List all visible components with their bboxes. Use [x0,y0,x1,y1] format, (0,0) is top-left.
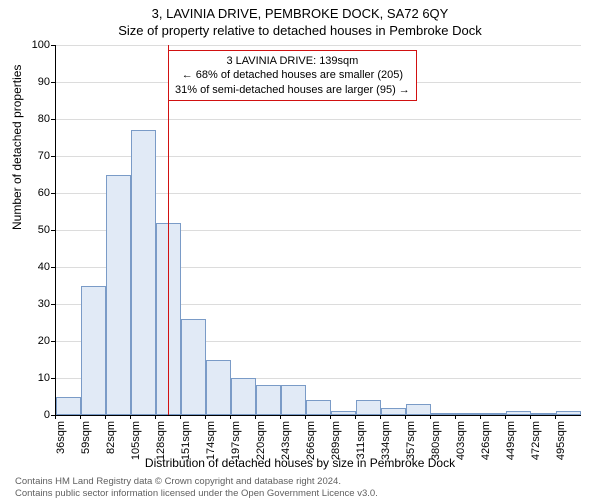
xtick-mark [155,415,156,419]
histogram-bar [131,130,156,415]
xtick-mark [205,415,206,419]
ytick-label: 0 [10,409,50,421]
xtick-label: 82sqm [105,421,117,461]
ytick-mark [51,230,55,231]
histogram-bar [431,413,456,415]
histogram-bar [556,411,581,415]
xtick-label: 266sqm [305,421,317,461]
xtick-mark [80,415,81,419]
xtick-mark [305,415,306,419]
ytick-mark [51,341,55,342]
xtick-label: 59sqm [80,421,92,461]
xtick-label: 495sqm [555,421,567,461]
histogram-bar [306,400,331,415]
ytick-label: 100 [10,39,50,51]
ytick-label: 80 [10,113,50,125]
xtick-mark [230,415,231,419]
xtick-label: 220sqm [255,421,267,461]
info-line: ← 68% of detached houses are smaller (20… [175,68,410,82]
ytick-mark [51,82,55,83]
xtick-mark [530,415,531,419]
ytick-mark [51,119,55,120]
xtick-mark [180,415,181,419]
chart-title-sub: Size of property relative to detached ho… [0,23,600,38]
xtick-label: 197sqm [230,421,242,461]
marker-info-box: 3 LAVINIA DRIVE: 139sqm← 68% of detached… [168,50,417,101]
histogram-bar [456,413,481,415]
xtick-label: 403sqm [455,421,467,461]
xtick-label: 105sqm [130,421,142,461]
info-line: 31% of semi-detached houses are larger (… [175,83,410,97]
ytick-label: 10 [10,372,50,384]
xtick-mark [480,415,481,419]
ytick-mark [51,378,55,379]
ytick-label: 30 [10,298,50,310]
ytick-mark [51,267,55,268]
chart-title-main: 3, LAVINIA DRIVE, PEMBROKE DOCK, SA72 6Q… [0,6,600,21]
histogram-bar [231,378,256,415]
ytick-mark [51,193,55,194]
ytick-label: 20 [10,335,50,347]
xtick-label: 472sqm [530,421,542,461]
xtick-mark [380,415,381,419]
xtick-label: 357sqm [405,421,417,461]
histogram-bar [206,360,231,416]
ytick-label: 70 [10,150,50,162]
xtick-mark [255,415,256,419]
histogram-bar [406,404,431,415]
xtick-mark [455,415,456,419]
histogram-bar [331,411,356,415]
xtick-mark [105,415,106,419]
y-axis-label: Number of detached properties [10,65,24,230]
xtick-label: 334sqm [380,421,392,461]
xtick-mark [280,415,281,419]
histogram-bar [56,397,81,416]
ytick-mark [51,156,55,157]
histogram-bar [531,413,556,415]
xtick-mark [355,415,356,419]
info-line: 3 LAVINIA DRIVE: 139sqm [175,54,410,68]
histogram-bar [81,286,106,416]
ytick-mark [51,45,55,46]
histogram-bar [256,385,281,415]
ytick-label: 60 [10,187,50,199]
xtick-mark [55,415,56,419]
xtick-label: 151sqm [180,421,192,461]
histogram-bar [106,175,131,416]
gridline [56,45,581,46]
ytick-label: 90 [10,76,50,88]
xtick-label: 243sqm [280,421,292,461]
ytick-label: 50 [10,224,50,236]
xtick-label: 311sqm [355,421,367,461]
histogram-bar [356,400,381,415]
histogram-bar [281,385,306,415]
xtick-label: 426sqm [480,421,492,461]
histogram-bar [181,319,206,415]
xtick-label: 289sqm [330,421,342,461]
xtick-label: 128sqm [155,421,167,461]
histogram-bar [481,413,506,415]
xtick-mark [505,415,506,419]
xtick-mark [430,415,431,419]
xtick-label: 174sqm [205,421,217,461]
xtick-mark [130,415,131,419]
gridline [56,119,581,120]
xtick-mark [405,415,406,419]
xtick-label: 380sqm [430,421,442,461]
xtick-mark [330,415,331,419]
histogram-bar [506,411,531,415]
histogram-bar [381,408,406,415]
xtick-mark [555,415,556,419]
ytick-mark [51,304,55,305]
ytick-label: 40 [10,261,50,273]
xtick-label: 449sqm [505,421,517,461]
attribution-line-2: Contains public sector information licen… [15,488,378,499]
attribution-line-1: Contains HM Land Registry data © Crown c… [15,476,341,487]
xtick-label: 36sqm [55,421,67,461]
